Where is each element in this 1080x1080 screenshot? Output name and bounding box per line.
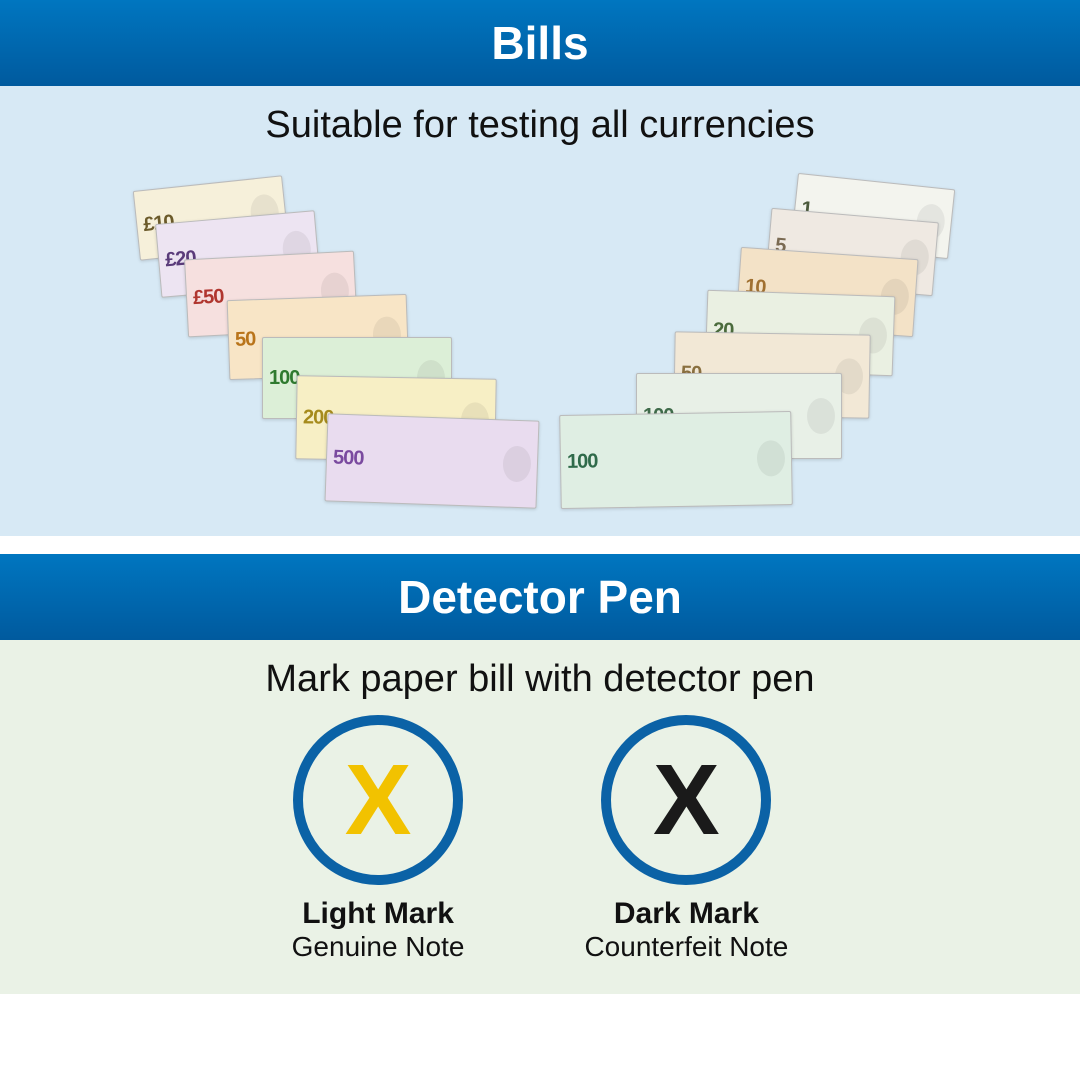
detector-section: Mark paper bill with detector pen X Ligh… — [0, 640, 1080, 994]
indicator-circle-light: X — [293, 715, 463, 885]
indicator-dark-title: Dark Mark — [584, 897, 788, 930]
detector-title: Detector Pen — [398, 571, 682, 623]
bills-header: Bills — [0, 0, 1080, 86]
bills-section: Suitable for testing all currencies £10£… — [0, 86, 1080, 536]
indicator-light-title: Light Mark — [292, 897, 465, 930]
indicator-dark: X Dark Mark Counterfeit Note — [584, 715, 788, 964]
indicator-circle-dark: X — [601, 715, 771, 885]
indicator-dark-sub: Counterfeit Note — [584, 930, 788, 964]
indicator-row: X Light Mark Genuine Note X Dark Mark Co… — [0, 715, 1080, 964]
detector-caption: Mark paper bill with detector pen — [0, 658, 1080, 701]
bills-caption: Suitable for testing all currencies — [0, 104, 1080, 147]
bills-title: Bills — [491, 17, 588, 69]
bills-illustration: £10£20£505010020050015102050100100 — [0, 157, 1080, 517]
section-divider — [0, 536, 1080, 554]
banknote: 100 — [559, 411, 793, 509]
indicator-light-sub: Genuine Note — [292, 930, 465, 964]
x-mark-light-icon: X — [345, 750, 412, 850]
detector-header: Detector Pen — [0, 554, 1080, 640]
x-mark-dark-icon: X — [653, 750, 720, 850]
indicator-light: X Light Mark Genuine Note — [292, 715, 465, 964]
banknote: 500 — [325, 413, 540, 508]
